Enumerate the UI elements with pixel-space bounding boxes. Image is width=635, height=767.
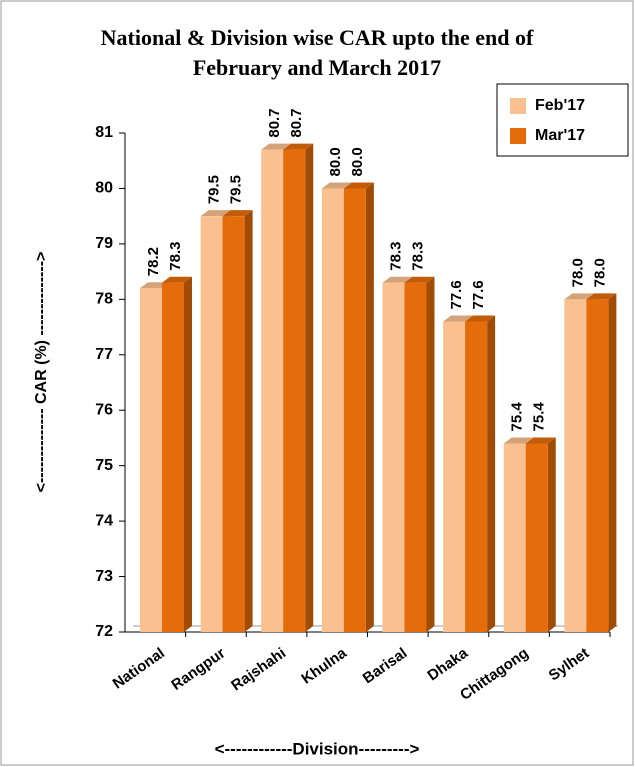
chart-title: National & Division wise CAR upto the en… <box>101 25 534 50</box>
bar-side <box>487 315 496 632</box>
data-label: 79.5 <box>228 175 245 204</box>
bar <box>343 188 366 632</box>
data-label: 78.3 <box>387 241 404 270</box>
data-label: 78.0 <box>591 258 608 287</box>
data-label: 80.7 <box>288 108 305 137</box>
y-tick-label: 77 <box>95 346 113 363</box>
bar-side <box>365 182 374 632</box>
bar-side <box>547 437 556 632</box>
y-tick-label: 81 <box>95 124 113 141</box>
bar-top <box>443 315 474 322</box>
legend-box <box>496 83 629 157</box>
bar-top <box>404 276 435 283</box>
bar <box>465 321 488 632</box>
bar-top <box>343 182 374 189</box>
data-label: 78.0 <box>569 258 586 287</box>
bar-side <box>608 293 617 632</box>
y-tick-label: 75 <box>95 457 113 474</box>
y-tick-label: 79 <box>95 235 113 252</box>
y-tick-label: 74 <box>95 512 113 529</box>
bar <box>443 321 466 632</box>
bar-top <box>503 437 534 444</box>
bar-side <box>244 210 253 632</box>
bar-side <box>184 276 192 632</box>
bar <box>222 216 245 632</box>
y-tick-label: 73 <box>95 568 113 585</box>
data-label: 80.0 <box>349 147 366 176</box>
y-tick-label: 78 <box>95 291 113 308</box>
bar-top <box>525 437 556 444</box>
bar-top <box>321 182 352 189</box>
y-tick-label: 80 <box>95 180 113 197</box>
bar <box>382 282 405 632</box>
data-label: 75.4 <box>531 402 548 432</box>
bar-top <box>283 143 314 150</box>
bar <box>283 149 306 632</box>
bar <box>140 288 162 632</box>
legend-label: Feb'17 <box>535 97 585 114</box>
bar <box>564 299 587 632</box>
data-label: 78.3 <box>409 241 426 270</box>
data-label: 77.6 <box>448 280 465 309</box>
bar-top <box>586 293 617 300</box>
legend-swatch <box>510 98 526 114</box>
bar <box>586 299 609 632</box>
bar <box>162 282 184 632</box>
bar-top <box>200 210 231 217</box>
legend-label: Mar'17 <box>535 127 585 144</box>
bar <box>503 443 526 632</box>
bar-top <box>162 276 192 283</box>
y-tick-label: 76 <box>95 401 113 418</box>
bar <box>321 188 344 632</box>
bar <box>200 216 223 632</box>
bar-top <box>261 143 292 150</box>
bar-side <box>305 143 314 632</box>
bar <box>261 149 284 632</box>
bar-side <box>426 276 435 632</box>
bar-top <box>564 293 595 300</box>
y-tick-label: 72 <box>95 623 113 640</box>
data-label: 79.5 <box>206 175 223 204</box>
data-label: 77.6 <box>470 280 487 309</box>
data-label: 80.7 <box>266 108 283 137</box>
bar-top <box>382 276 413 283</box>
data-label: 80.0 <box>327 147 344 176</box>
chart-title: February and March 2017 <box>193 55 441 80</box>
legend-swatch <box>510 128 526 144</box>
bar <box>404 282 427 632</box>
x-axis-label: <------------Division---------> <box>215 739 420 758</box>
data-label: 78.2 <box>145 247 162 276</box>
data-label: 75.4 <box>509 402 526 432</box>
bar-top <box>465 315 496 322</box>
y-axis-label: <-------------- CAR (%) --------------> <box>33 252 50 493</box>
bar-top <box>222 210 253 217</box>
bar <box>525 443 548 632</box>
data-label: 78.3 <box>167 241 184 270</box>
